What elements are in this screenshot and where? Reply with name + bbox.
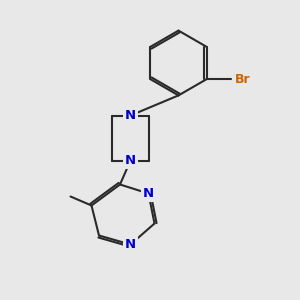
Text: N: N [125,109,136,122]
Text: N: N [125,238,136,251]
Text: N: N [125,154,136,167]
Text: Br: Br [235,73,251,86]
Text: N: N [143,187,154,200]
